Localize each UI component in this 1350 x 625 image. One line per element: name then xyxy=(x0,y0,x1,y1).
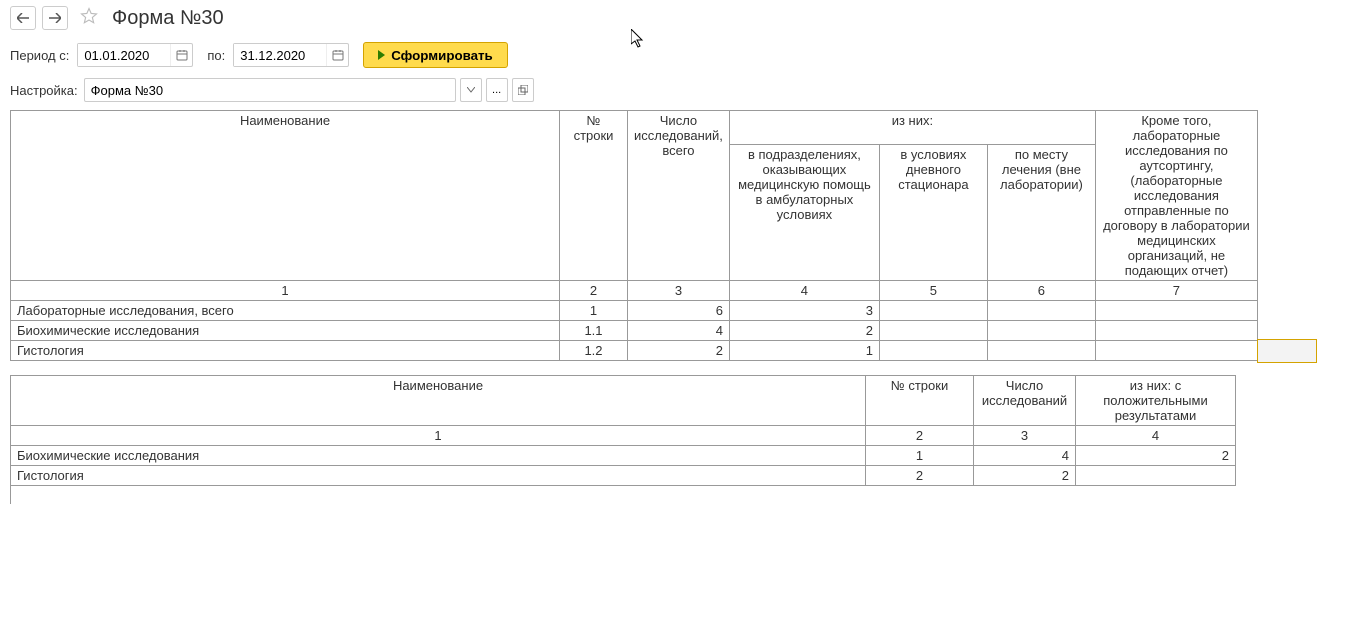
table-row: Гистология 2 2 xyxy=(11,466,1236,486)
back-button[interactable] xyxy=(10,6,36,30)
settings-dropdown-button[interactable] xyxy=(460,78,482,102)
table-row: Биохимические исследования 1 4 2 xyxy=(11,446,1236,466)
period-toolbar: Период с: по: Сформировать xyxy=(0,36,1350,74)
date-to-input[interactable] xyxy=(234,44,326,66)
title-toolbar: Форма №30 xyxy=(0,0,1350,36)
period-to-label: по: xyxy=(207,48,225,63)
favorite-star-icon[interactable] xyxy=(80,7,98,30)
settings-toolbar: Настройка: ... xyxy=(0,74,1350,110)
page-title: Форма №30 xyxy=(112,7,224,30)
t1-head-total: Число исследований, всего xyxy=(628,111,730,281)
period-from-label: Период с: xyxy=(10,48,69,63)
settings-label: Настройка: xyxy=(10,83,78,98)
t1-head-sub2: в условиях дневного стационара xyxy=(879,145,987,281)
table-row-empty xyxy=(11,486,1236,504)
t2-head-rownum: № строки xyxy=(866,376,974,426)
forward-button[interactable] xyxy=(42,6,68,30)
t2-head-pos: из них: с положительными результатами xyxy=(1076,376,1236,426)
calendar-icon[interactable] xyxy=(170,44,192,66)
open-icon xyxy=(518,85,528,95)
settings-open-button[interactable] xyxy=(512,78,534,102)
generate-button[interactable]: Сформировать xyxy=(363,42,508,68)
selected-cell-marker xyxy=(1257,341,1287,361)
table-2: Наименование № строки Число исследований… xyxy=(10,375,1236,504)
t2-head-name: Наименование xyxy=(11,376,866,426)
settings-more-button[interactable]: ... xyxy=(486,78,508,102)
table-1: Наименование № строки Число исследований… xyxy=(10,110,1287,361)
t2-head-count: Число исследований xyxy=(974,376,1076,426)
table-row: Биохимические исследования 1.1 4 2 xyxy=(11,321,1288,341)
t1-colnum-row: 1 2 3 4 5 6 7 xyxy=(11,281,1288,301)
date-from-input[interactable] xyxy=(78,44,170,66)
play-icon xyxy=(378,50,385,60)
table-row: Гистология 1.2 2 1 xyxy=(11,341,1288,361)
table-row: Лабораторные исследования, всего 1 6 3 xyxy=(11,301,1288,321)
date-from-field xyxy=(77,43,193,67)
settings-input[interactable] xyxy=(84,78,456,102)
date-to-field xyxy=(233,43,349,67)
t1-head-outsrc: Кроме того, лабораторные исследования по… xyxy=(1095,111,1257,281)
t1-head-ofthem: из них: xyxy=(729,111,1095,145)
arrow-right-icon xyxy=(49,13,61,23)
t1-head-name: Наименование xyxy=(11,111,560,281)
t1-head-sub1: в подразделениях, оказывающих медицинску… xyxy=(729,145,879,281)
arrow-left-icon xyxy=(17,13,29,23)
t2-colnum-row: 1 2 3 4 xyxy=(11,426,1236,446)
report-area: Наименование № строки Число исследований… xyxy=(0,110,1350,504)
t1-head-sub3: по месту лечения (вне лаборатории) xyxy=(987,145,1095,281)
generate-button-label: Сформировать xyxy=(391,48,493,63)
chevron-down-icon xyxy=(467,87,475,93)
t1-head-rownum: № строки xyxy=(560,111,628,281)
calendar-icon[interactable] xyxy=(326,44,348,66)
